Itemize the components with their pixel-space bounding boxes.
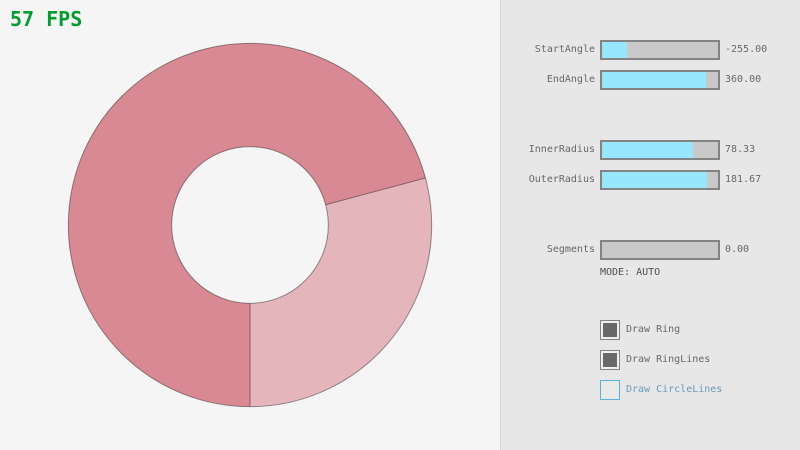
fps-counter: 57 FPS [10,7,83,31]
draw-circlelines-checkbox[interactable] [600,380,620,400]
slider-label-startangle: StartAngle [534,44,595,55]
slider-value-innerradius: 78.33 [725,144,756,155]
slider-value-endangle: 360.00 [725,74,762,85]
checkmark-icon [603,353,617,367]
draw-ring-label: Draw Ring [626,324,681,335]
checkmark-icon [603,323,617,337]
draw-circlelines-label: Draw CircleLines [626,384,723,395]
slider-label-segments: Segments [546,244,595,255]
slider-label-endangle: EndAngle [546,74,595,85]
segments-mode-label: MODE: AUTO [600,267,661,278]
slider-label-outerradius: OuterRadius [528,174,595,185]
slider-fill [602,42,628,58]
slider-label-innerradius: InnerRadius [528,144,595,155]
checkbox-row-draw-circlelines: Draw CircleLines [600,380,800,400]
slider-fill [602,72,707,88]
slider-row-segments: Segments 0.00 [501,240,800,260]
controls-panel: StartAngle -255.00 EndAngle 360.00 Inner… [500,0,800,450]
checkbox-row-draw-ring: Draw Ring [600,320,800,340]
slider-row-innerradius: InnerRadius 78.33 [501,140,800,160]
draw-ring-checkbox[interactable] [600,320,620,340]
slider-fill [602,172,708,188]
slider-outerradius[interactable] [600,170,720,190]
slider-row-endangle: EndAngle 360.00 [501,70,800,90]
slider-row-startangle: StartAngle -255.00 [501,40,800,60]
slider-value-outerradius: 181.67 [725,174,762,185]
slider-value-segments: 0.00 [725,244,750,255]
slider-value-startangle: -255.00 [725,44,768,55]
slider-segments[interactable] [600,240,720,260]
slider-startangle[interactable] [600,40,720,60]
slider-fill [602,142,693,158]
slider-row-outerradius: OuterRadius 181.67 [501,170,800,190]
slider-innerradius[interactable] [600,140,720,160]
draw-ringlines-checkbox[interactable] [600,350,620,370]
draw-ringlines-label: Draw RingLines [626,354,711,365]
checkbox-row-draw-ringlines: Draw RingLines [600,350,800,370]
slider-endangle[interactable] [600,70,720,90]
